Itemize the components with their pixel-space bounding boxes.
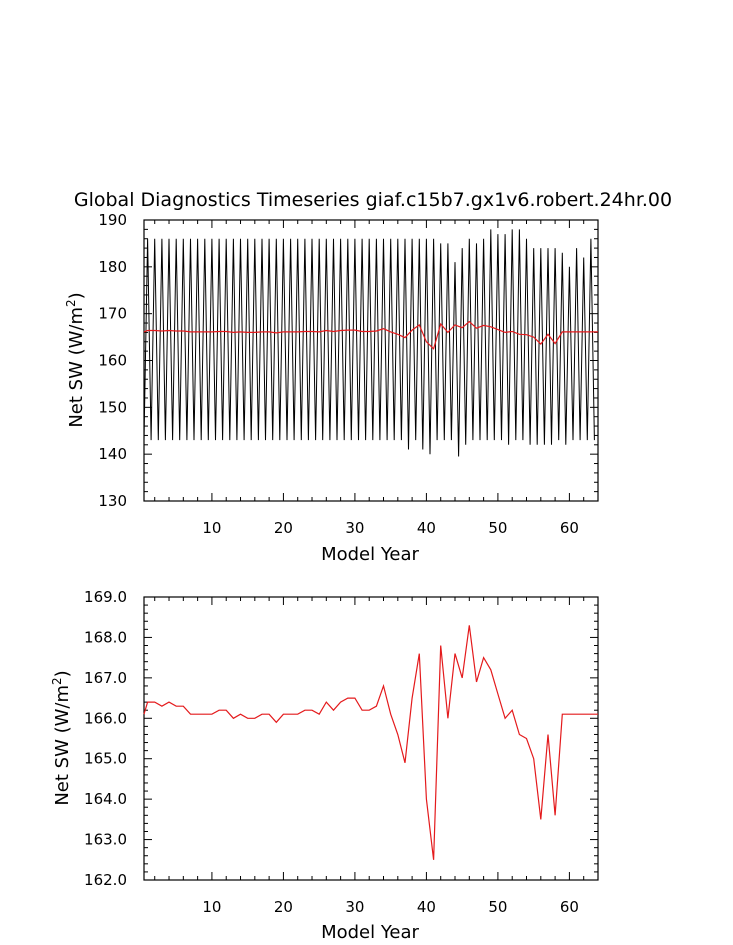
top-x-tick-label: 30 — [345, 519, 364, 537]
top-y-tick-label: 160 — [98, 352, 127, 370]
top-annual-mean-line — [143, 320, 598, 350]
top-x-tick-label: 20 — [274, 519, 293, 537]
bottom-panel: 10 20 30 40 50 60 162.0 163.0 164.0 165.… — [50, 588, 599, 943]
bottom-y-tick-label: 167.0 — [84, 669, 127, 687]
bottom-y-tick-label: 164.0 — [84, 790, 127, 808]
bottom-x-tick-label: 30 — [345, 898, 364, 916]
top-x-tick-label: 10 — [202, 519, 221, 537]
bottom-annual-mean-line — [143, 625, 598, 860]
bottom-y-tick-label: 163.0 — [84, 831, 127, 849]
top-x-axis-label: Model Year — [321, 544, 419, 565]
bottom-x-axis-label: Model Year — [321, 922, 419, 943]
top-y-tick-label: 190 — [98, 211, 127, 229]
bottom-x-tick-label: 60 — [560, 898, 579, 916]
top-y-tick-label: 130 — [98, 492, 127, 510]
top-y-tick-label: 150 — [98, 398, 127, 416]
top-y-tick-label: 170 — [98, 305, 127, 323]
bottom-x-tick-marks — [154, 597, 585, 880]
bottom-y-axis-label: Net SW (W/m2) — [50, 670, 73, 805]
bottom-x-tick-label: 50 — [488, 898, 507, 916]
bottom-y-tick-marks — [144, 596, 598, 881]
bottom-y-tick-label: 165.0 — [84, 750, 127, 768]
monthly-series-line — [143, 229, 595, 457]
top-x-tick-label: 60 — [560, 519, 579, 537]
top-y-axis-label: Net SW (W/m2) — [64, 292, 87, 427]
bottom-y-tick-label: 166.0 — [84, 709, 127, 727]
bottom-plot-frame — [143, 596, 599, 881]
top-x-tick-label: 40 — [417, 519, 436, 537]
top-panel: 10 20 30 40 50 60 130 140 150 160 170 18… — [64, 211, 599, 565]
top-y-tick-label: 140 — [98, 445, 127, 463]
bottom-x-tick-label: 10 — [202, 898, 221, 916]
bottom-y-tick-label: 169.0 — [84, 588, 127, 606]
bottom-y-tick-label: 168.0 — [84, 628, 127, 646]
bottom-y-tick-label: 162.0 — [84, 871, 127, 889]
bottom-x-tick-label: 40 — [417, 898, 436, 916]
top-x-tick-marks — [154, 220, 585, 501]
top-x-tick-label: 50 — [488, 519, 507, 537]
chart-title: Global Diagnostics Timeseries giaf.c15b7… — [74, 189, 672, 211]
bottom-x-tick-label: 20 — [274, 898, 293, 916]
top-y-tick-label: 180 — [98, 258, 127, 276]
